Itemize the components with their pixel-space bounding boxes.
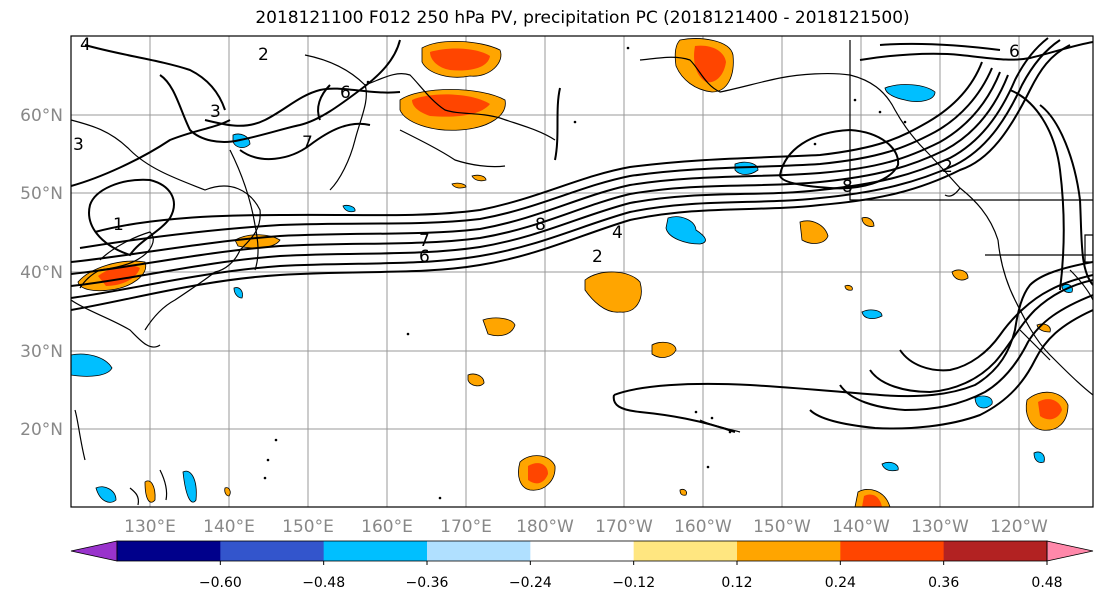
contour-label: 7 — [302, 133, 313, 153]
contour-label: 6 — [340, 83, 351, 103]
colorbar-tick-label: 0.24 — [825, 575, 856, 591]
contour-label: 8 — [842, 177, 853, 197]
colorbar-segment — [323, 541, 428, 561]
colorbar-segments — [117, 541, 1048, 561]
colorbar-extend-low — [70, 540, 118, 562]
lon-label: 150°E — [282, 517, 334, 537]
colorbar-tick-label: 0.12 — [721, 575, 752, 591]
colorbar-tick-label: 0.48 — [1031, 575, 1062, 591]
lat-label: 30°N — [20, 342, 63, 362]
colorbar: −0.60 −0.48 −0.36 −0.24 −0.12 0.12 0.24 0.36 0.4… — [70, 540, 1094, 591]
gridlines — [71, 36, 1093, 507]
contour-label: 3 — [210, 102, 221, 122]
contour-label: 4 — [612, 223, 623, 243]
lon-label: 150°W — [753, 517, 811, 537]
contour-label: 3 — [73, 135, 84, 155]
colorbar-segment — [943, 541, 1048, 561]
contour-label: 2 — [592, 247, 603, 267]
lat-label: 20°N — [20, 420, 63, 440]
contour-label: 8 — [535, 215, 546, 235]
colorbar-segment — [840, 541, 945, 561]
longitude-labels: 130°E 140°E 150°E 160°E 170°E 180°W 170°… — [124, 517, 1048, 537]
latitude-labels: 60°N 50°N 40°N 30°N 20°N — [20, 106, 63, 440]
lon-label: 140°E — [203, 517, 255, 537]
colorbar-segment — [737, 541, 841, 561]
islands — [263, 46, 907, 500]
colorbar-segment — [427, 541, 531, 561]
colorbar-tick-label: −0.24 — [509, 575, 552, 591]
colorbar-tick-label: −0.48 — [302, 575, 345, 591]
colorbar-extend-high — [1046, 540, 1094, 562]
pv-contours — [71, 37, 1093, 433]
colorbar-segment — [633, 541, 738, 561]
lon-label: 170°E — [440, 517, 492, 537]
precipitation-shading — [71, 38, 1073, 507]
map-content: 4 2 3 3 6 7 1 7 6 8 4 2 8 6 2 — [71, 35, 1093, 507]
contour-label: 7 — [419, 231, 430, 251]
chart-title: 2018121100 F012 250 hPa PV, precipitatio… — [255, 8, 910, 28]
colorbar-segment — [220, 541, 325, 561]
colorbar-tick-label: −0.12 — [612, 575, 655, 591]
colorbar-ticks: −0.60 −0.48 −0.36 −0.24 −0.12 0.12 0.24 0.36 0.4… — [199, 561, 1063, 591]
colorbar-border — [116, 540, 1048, 562]
contour-label: 1 — [113, 215, 124, 235]
colorbar-segment — [117, 541, 221, 561]
colorbar-tick-label: 0.36 — [928, 575, 959, 591]
colorbar-tick-label: −0.60 — [199, 575, 242, 591]
map-border — [70, 35, 1094, 508]
colorbar-segment — [530, 541, 635, 561]
contour-label: 2 — [942, 157, 953, 177]
contour-label: 6 — [419, 247, 430, 267]
lon-label: 130°E — [124, 517, 176, 537]
lon-label: 120°W — [990, 517, 1048, 537]
contour-label: 2 — [258, 45, 269, 65]
contour-label: 4 — [80, 35, 91, 55]
contour-label: 6 — [1009, 42, 1020, 62]
lon-label: 130°W — [911, 517, 969, 537]
lon-label: 170°W — [595, 517, 653, 537]
lat-label: 40°N — [20, 263, 63, 283]
lon-label: 180°W — [516, 517, 574, 537]
lat-label: 60°N — [20, 106, 63, 126]
lon-label: 140°W — [832, 517, 890, 537]
contour-labels: 4 2 3 3 6 7 1 7 6 8 4 2 8 6 2 — [73, 35, 1020, 267]
lat-label: 50°N — [20, 184, 63, 204]
lon-label: 160°W — [674, 517, 732, 537]
lon-label: 160°E — [361, 517, 413, 537]
colorbar-tick-label: −0.36 — [406, 575, 449, 591]
